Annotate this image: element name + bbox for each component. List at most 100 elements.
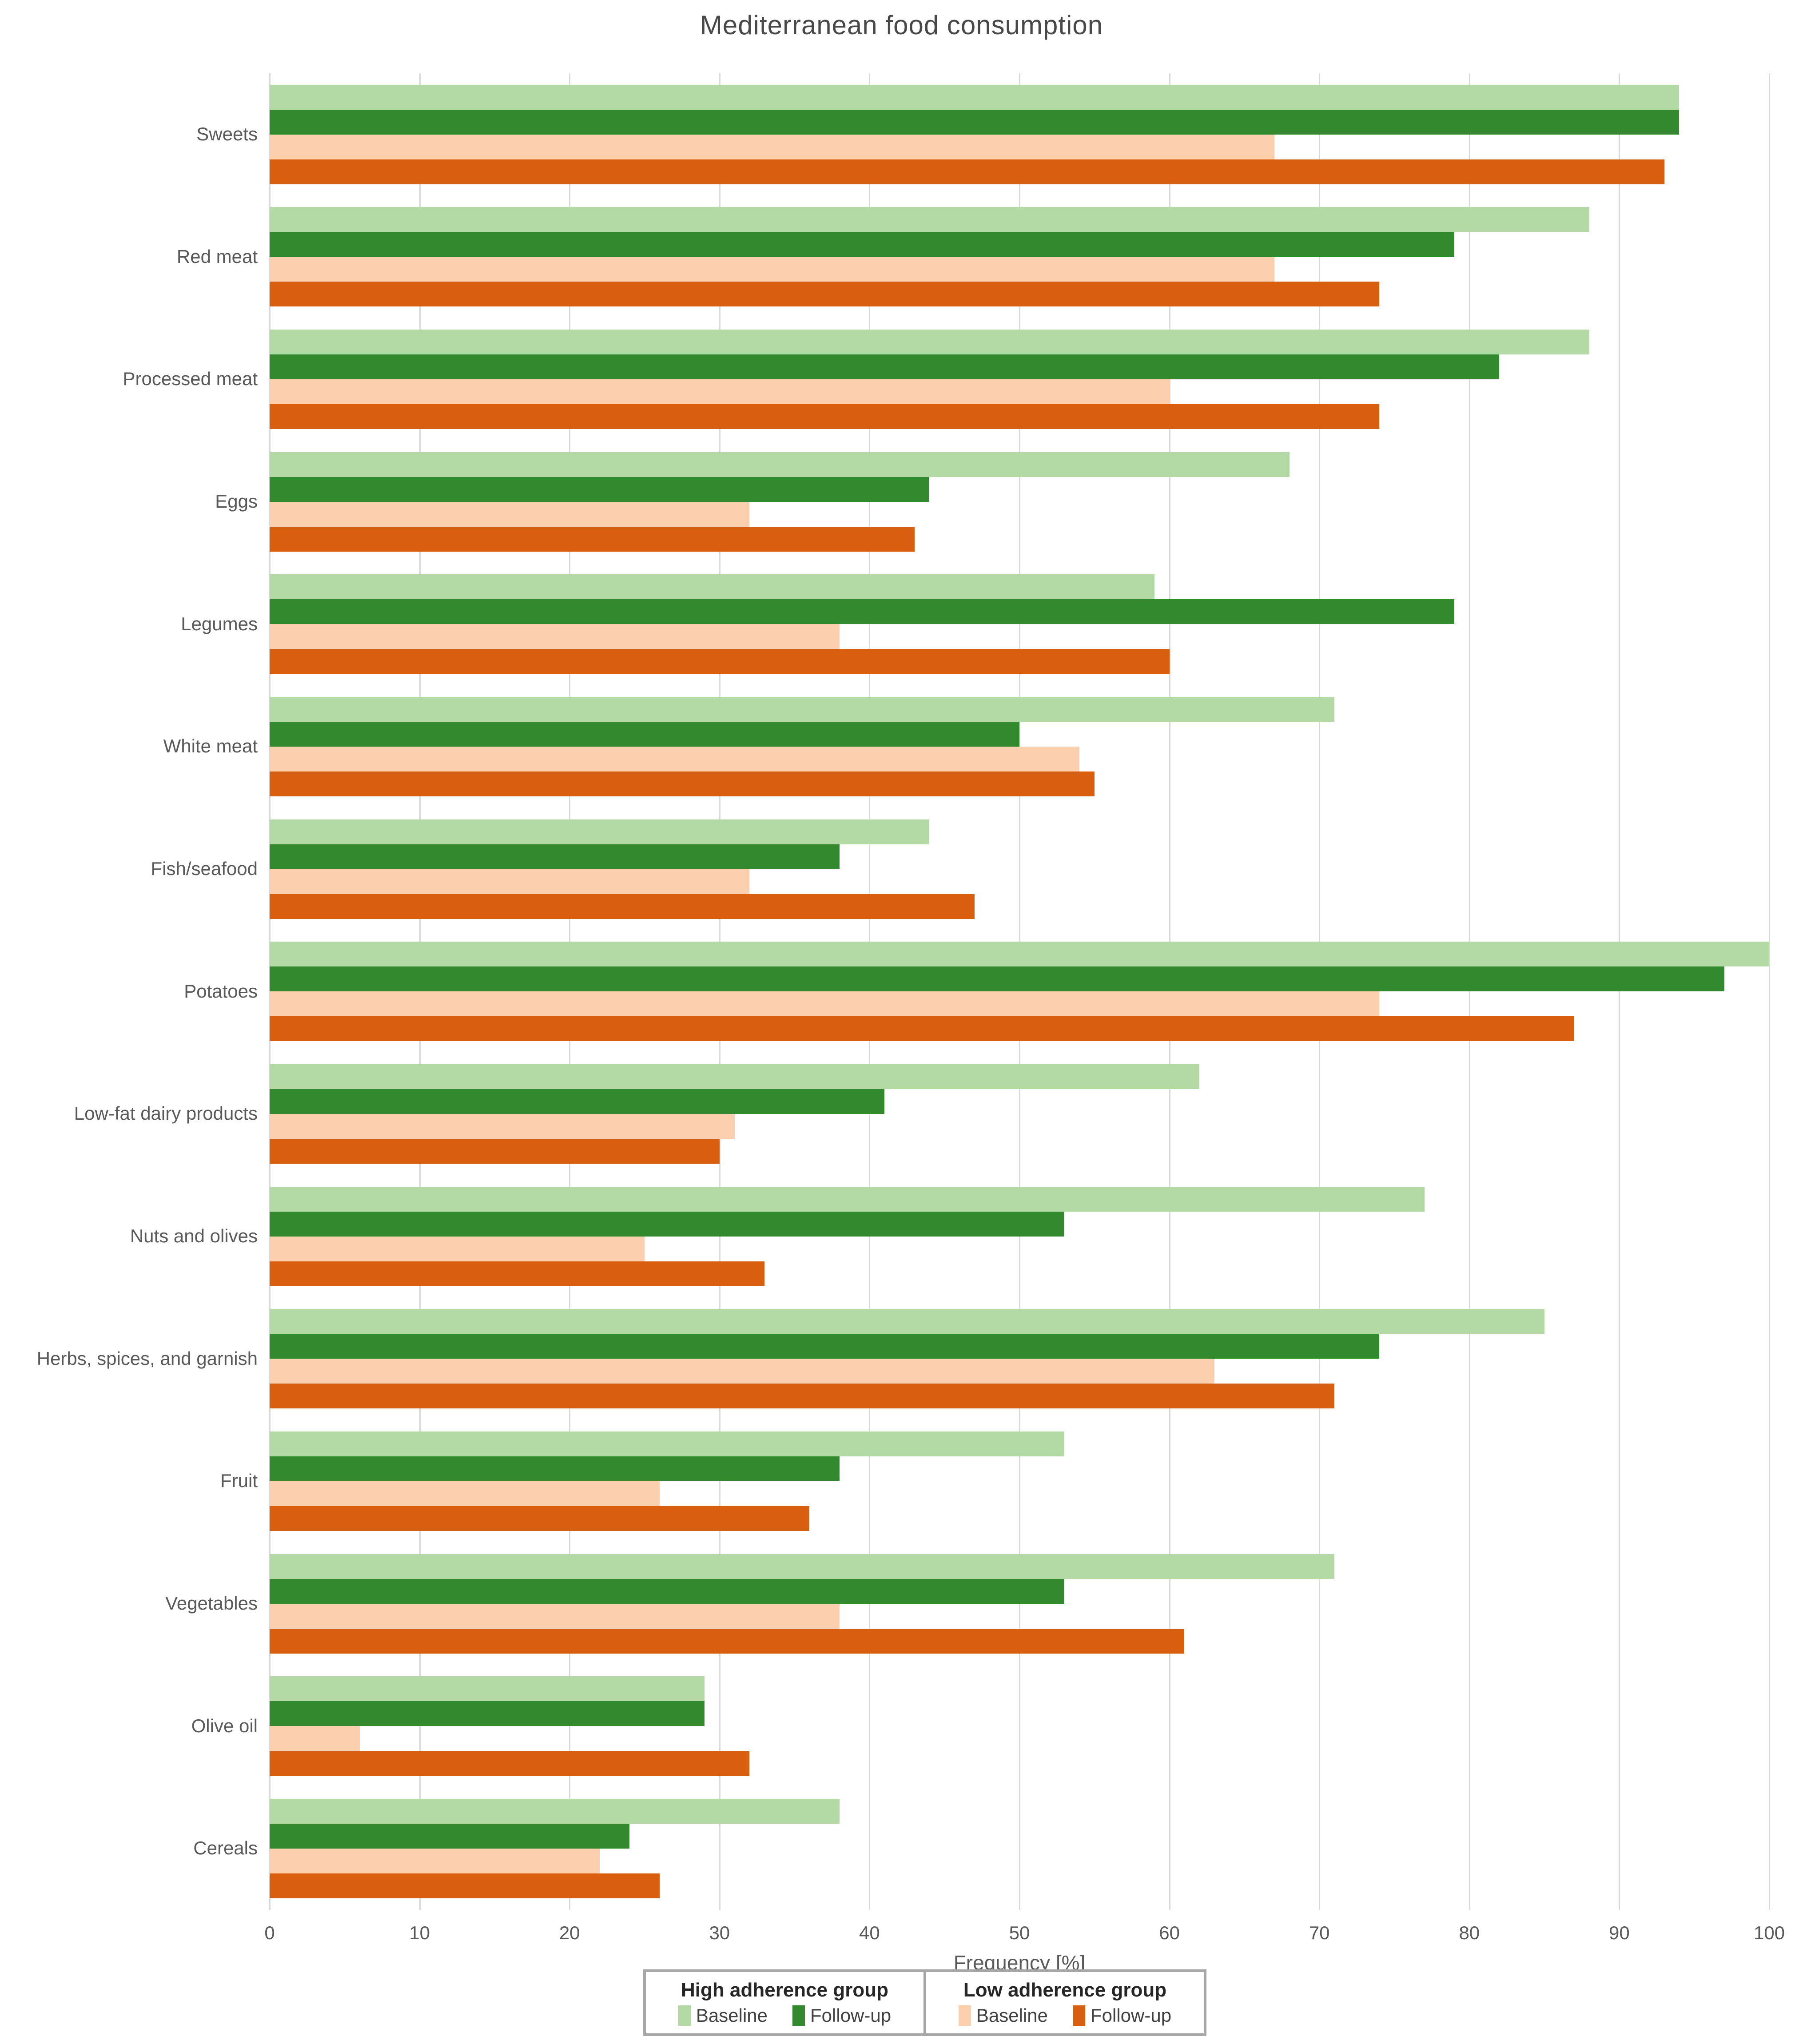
category-label: Cereals (193, 1837, 258, 1859)
category-label: Olive oil (191, 1715, 258, 1736)
bar (270, 1236, 645, 1261)
chart-title: Mediterranean food consumption (700, 10, 1103, 40)
category-label: White meat (163, 736, 258, 757)
bar (270, 722, 1019, 747)
x-tick-label: 40 (859, 1922, 880, 1943)
bar (270, 1701, 705, 1726)
category-label: Fish/seafood (151, 858, 258, 879)
bar-group-nuts-and-olives (270, 1175, 1769, 1298)
bar (270, 109, 1680, 135)
bar-group-legumes (270, 563, 1769, 686)
plot-area (269, 73, 1770, 1910)
bar-group-potatoes (270, 931, 1769, 1053)
bar (270, 844, 840, 869)
bar (270, 232, 1455, 257)
legend-item: Baseline (678, 2005, 768, 2026)
bar (270, 1849, 600, 1874)
bar (270, 1261, 765, 1286)
category-label: Nuts and olives (130, 1225, 258, 1246)
bar (270, 819, 930, 844)
bar-group-vegetables (270, 1543, 1769, 1665)
bar (270, 966, 1724, 992)
bar (270, 1064, 1200, 1090)
category-label: Herbs, spices, and garnish (36, 1348, 258, 1369)
bar (270, 894, 975, 919)
bar (270, 1334, 1380, 1359)
bar (270, 1481, 660, 1507)
legend: High adherence group Baseline Follow-up Low… (643, 1969, 1206, 2036)
x-tick-label: 60 (1159, 1922, 1180, 1943)
bar (270, 1799, 840, 1824)
bar (270, 477, 930, 502)
bar (270, 942, 1769, 967)
legend-item-label: Baseline (696, 2005, 768, 2026)
legend-item: Baseline (958, 2005, 1048, 2026)
x-tick-label: 90 (1609, 1922, 1630, 1943)
bar-group-red-meat (270, 196, 1769, 318)
bar (270, 1384, 1334, 1409)
bar (270, 526, 915, 552)
x-tick-label: 50 (1009, 1922, 1030, 1943)
bar-group-fruit (270, 1420, 1769, 1543)
bar (270, 84, 1680, 110)
bar (270, 1114, 735, 1139)
bar (270, 159, 1664, 184)
bar (270, 1211, 1065, 1237)
bar (270, 574, 1154, 600)
category-label: Red meat (176, 246, 258, 267)
bar (270, 1016, 1575, 1042)
gridline (1469, 73, 1470, 1910)
x-tick-label: 30 (709, 1922, 730, 1943)
bar (270, 1579, 1065, 1604)
bar (270, 134, 1274, 159)
legend-swatch-icon (1073, 2005, 1086, 2026)
bar (270, 1432, 1065, 1457)
bar (270, 1139, 720, 1164)
bar (270, 282, 1380, 307)
x-tick-label: 100 (1753, 1922, 1785, 1943)
legend-item: Follow-up (1073, 2005, 1171, 2026)
bar (270, 501, 750, 527)
bar (270, 330, 1589, 355)
legend-group: High adherence group Baseline Follow-up (646, 1972, 923, 2033)
legend-group-title: High adherence group (681, 1979, 888, 2001)
category-label: Vegetables (165, 1592, 258, 1614)
bar (270, 1506, 810, 1531)
bar (270, 1359, 1214, 1384)
bar (270, 1089, 885, 1114)
bar (270, 697, 1334, 722)
category-label: Eggs (215, 490, 258, 512)
category-label: Low-fat dairy products (74, 1103, 258, 1124)
legend-group: Low adherence group Baseline Follow-up (923, 1972, 1204, 2033)
bar (270, 1726, 360, 1751)
bar (270, 379, 1170, 405)
legend-item-label: Follow-up (810, 2005, 892, 2026)
bar-group-white-meat (270, 685, 1769, 808)
bar (270, 1824, 630, 1849)
bar (270, 1309, 1544, 1334)
bar (270, 649, 1170, 674)
bar-group-cereals (270, 1787, 1769, 1910)
bar (270, 257, 1274, 282)
legend-item: Follow-up (792, 2005, 891, 2026)
bar (270, 599, 1455, 624)
x-tick-label: 80 (1459, 1922, 1480, 1943)
bar (270, 452, 1290, 477)
category-label: Potatoes (184, 980, 258, 1002)
bar (270, 1873, 660, 1899)
bar (270, 747, 1080, 772)
bar (270, 1186, 1425, 1212)
gridline (1619, 73, 1620, 1910)
bar (270, 1554, 1334, 1579)
gridline (1769, 73, 1770, 1910)
x-tick-label: 20 (559, 1922, 580, 1943)
category-label: Processed meat (123, 368, 258, 390)
bar (270, 404, 1380, 429)
bar-group-olive-oil (270, 1665, 1769, 1788)
bar (270, 1751, 750, 1776)
x-tick-label: 70 (1309, 1922, 1330, 1943)
category-label: Fruit (220, 1470, 258, 1491)
bar (270, 869, 750, 894)
legend-item-label: Baseline (976, 2005, 1048, 2026)
bar (270, 771, 1095, 797)
